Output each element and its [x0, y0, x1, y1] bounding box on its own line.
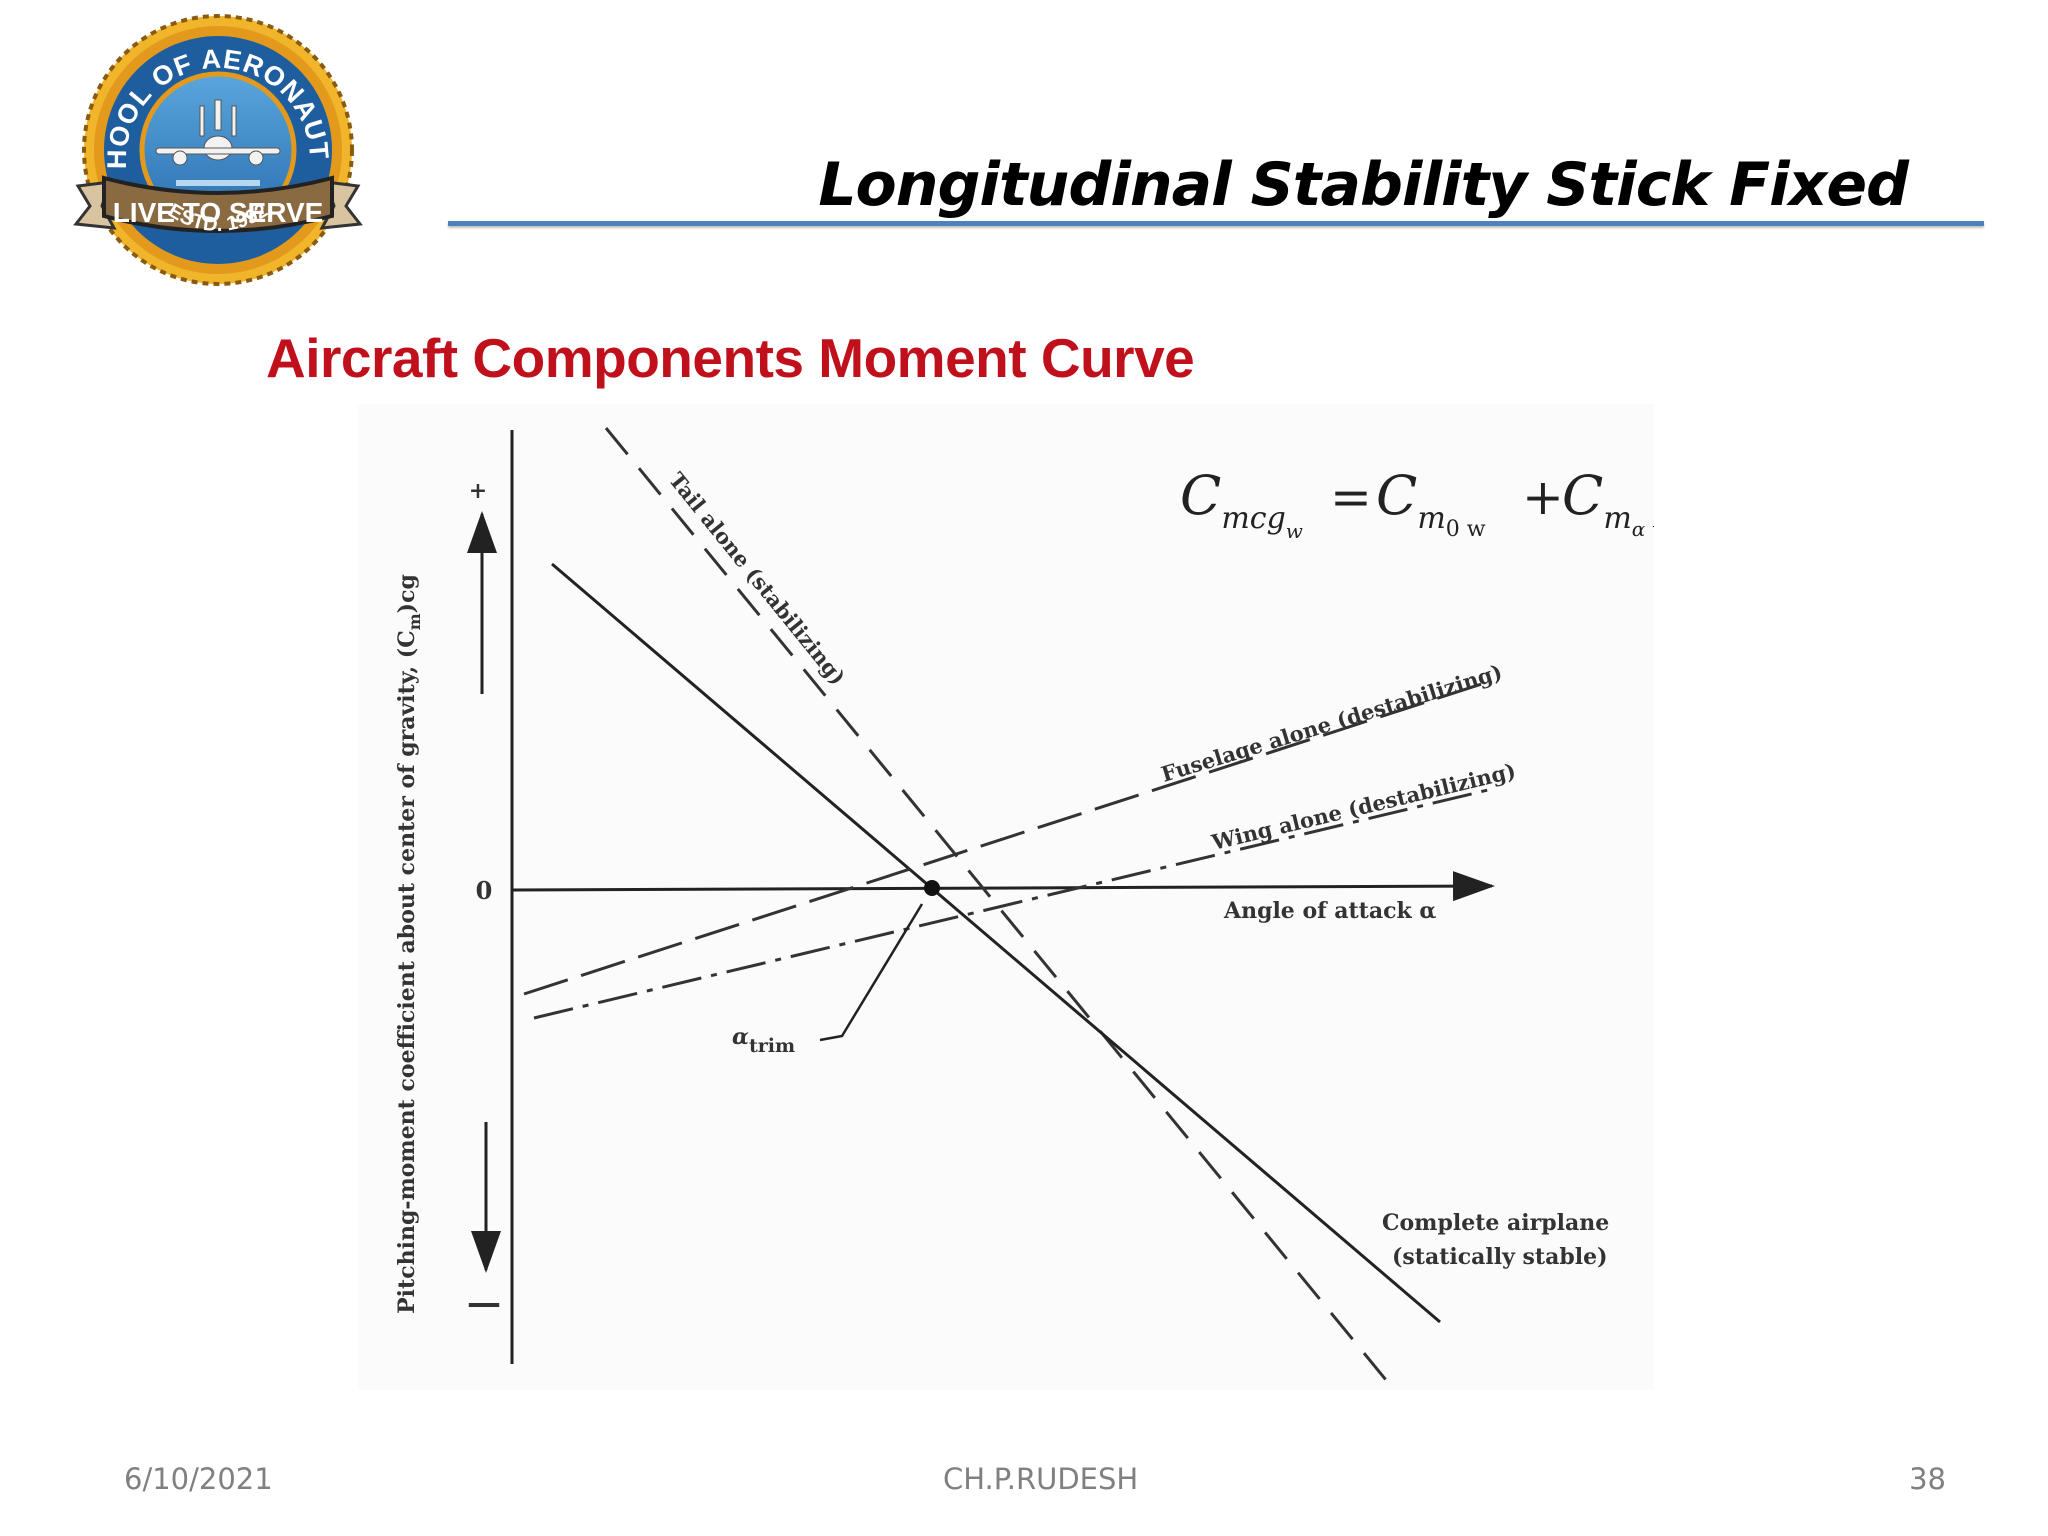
wing-alone-label: Wing alone (destabilizing): [1208, 758, 1518, 855]
moment-curve-svg: + — 0 Pitching-moment coefficient about …: [394, 427, 1654, 1381]
fuselage-alone-label: Fuselage alone (destabilizing): [1158, 659, 1505, 787]
trim-leader-line: [819, 903, 924, 1042]
wing-alone-line: [533, 788, 1489, 1020]
fuselage-alone-line: [523, 678, 1495, 996]
complete-airplane-line: [551, 562, 1441, 1324]
zero-label: 0: [476, 876, 493, 905]
svg-text:=: =: [1330, 468, 1372, 526]
title-underline: [448, 221, 1984, 226]
moment-equation: Cmcgw = Cm0 w + Cmα w: [1180, 464, 1654, 543]
tail-alone-label: Tail alone (stabilizing): [664, 467, 851, 689]
runway-icon: [176, 180, 260, 186]
svg-text:Cmα w: Cmα w: [1562, 464, 1654, 541]
svg-text:Cmcgw: Cmcgw: [1180, 464, 1303, 543]
ribbon-banner-icon: [73, 175, 363, 233]
complete-airplane-label-line2: (statically stable): [1392, 1244, 1608, 1270]
footer-author: CH.P.RUDESH: [943, 1462, 1139, 1496]
minus-sign: —: [467, 1283, 501, 1323]
svg-text:+: +: [1522, 468, 1564, 526]
moment-curve-diagram: + — 0 Pitching-moment coefficient about …: [358, 404, 1654, 1390]
logo-motto: LIVE TO SERVE: [113, 197, 324, 228]
airplane-icon: [155, 99, 281, 166]
section-heading: Aircraft Components Moment Curve: [266, 327, 1195, 389]
slide-title: Longitudinal Stability Stick Fixed: [818, 150, 1909, 220]
plus-sign: +: [469, 478, 487, 504]
footer-date: 6/10/2021: [124, 1462, 273, 1496]
x-axis: [511, 871, 1495, 902]
footer-page-number: 38: [1909, 1462, 1946, 1496]
complete-airplane-label-line1: Complete airplane: [1382, 1210, 1609, 1236]
y-axis-label: Pitching-moment coefficient about center…: [394, 574, 424, 1314]
school-logo: SCHOOL OF AERONAUTICS LIVE TO SERVE ESTD…: [58, 0, 368, 292]
alpha-trim-label: αtrim: [732, 1024, 795, 1057]
svg-text:Cm0 w: Cm0 w: [1376, 464, 1486, 542]
trim-point: [924, 880, 940, 896]
x-axis-label: Angle of attack α: [1223, 898, 1436, 924]
